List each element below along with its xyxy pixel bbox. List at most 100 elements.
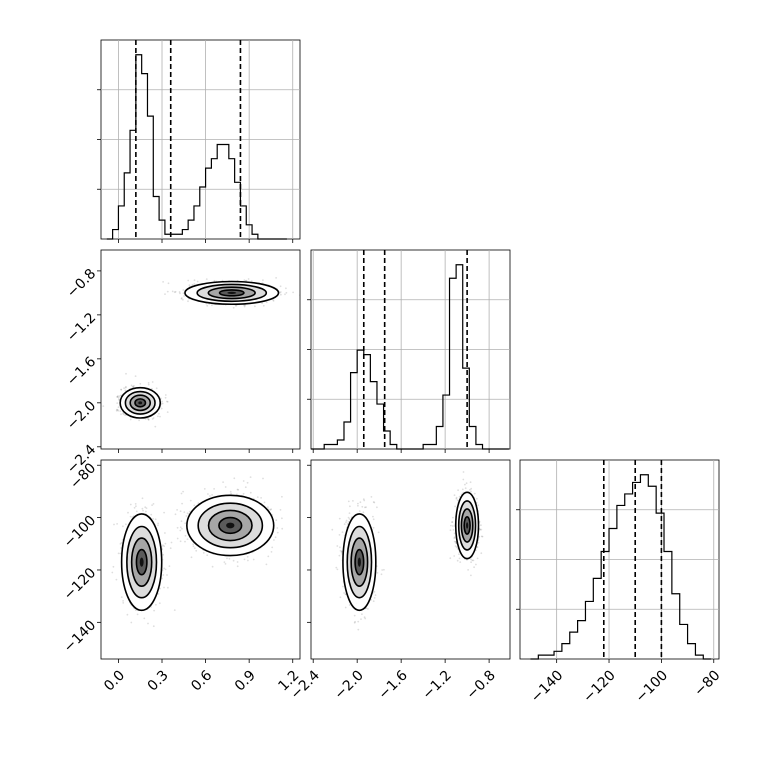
scatter-point — [120, 413, 122, 416]
scatter-point — [124, 414, 126, 416]
scatter-point — [174, 290, 177, 293]
scatter-point — [170, 541, 173, 544]
scatter-point — [341, 531, 344, 533]
scatter-point — [115, 409, 118, 412]
histogram-panel-p2 — [516, 459, 720, 660]
scatter-point — [193, 504, 196, 507]
contour-0-1 — [124, 390, 156, 415]
scatter-point — [159, 415, 161, 418]
scatter-point — [479, 528, 481, 530]
scatter-point — [147, 382, 150, 384]
scatter-point — [192, 545, 195, 548]
scatter-point — [456, 559, 459, 562]
density-fill-1-4 — [227, 291, 237, 294]
scatter-point — [157, 593, 160, 595]
scatter-point — [273, 539, 275, 541]
scatter-point — [364, 506, 366, 509]
scatter-point — [276, 527, 279, 529]
scatter-point — [166, 400, 169, 403]
scatter-point — [123, 387, 125, 390]
scatter-point — [184, 522, 187, 525]
scatter-point — [180, 520, 183, 523]
scatter-point — [117, 406, 120, 409]
scatter-point — [358, 510, 361, 512]
scatter-point — [470, 487, 473, 490]
scatter-point — [124, 389, 127, 392]
scatter-point — [233, 477, 236, 480]
scatter-point — [151, 381, 154, 383]
scatter-point — [193, 279, 196, 282]
scatter-point — [136, 613, 139, 616]
scatter-point — [184, 540, 186, 543]
scatter-point — [117, 552, 120, 555]
scatter-point — [348, 512, 351, 514]
scatter-point — [168, 565, 171, 567]
scatter-point — [246, 555, 249, 558]
scatter-point — [182, 292, 185, 295]
scatter-point — [261, 302, 263, 305]
contour-1-1 — [197, 502, 264, 549]
scatter-point — [142, 509, 144, 512]
scatter-point — [127, 511, 129, 514]
scatter-point — [116, 395, 119, 397]
scatter-point — [260, 497, 262, 499]
scatter-point — [247, 559, 249, 562]
scatter-point — [360, 618, 362, 620]
scatter-point — [139, 382, 142, 385]
scatter-point — [152, 417, 155, 419]
scatter-point — [365, 506, 367, 509]
scatter-point — [145, 507, 148, 509]
scatter-point — [122, 412, 124, 415]
scatter-point — [453, 494, 456, 497]
scatter-point — [353, 614, 356, 617]
scatter-point — [376, 506, 378, 509]
scatter-point — [343, 523, 346, 525]
scatter-point — [205, 278, 208, 280]
scatter-point — [272, 299, 274, 301]
density-panel-p1-p2 — [310, 459, 511, 660]
scatter-point — [173, 609, 176, 611]
scatter-point — [347, 500, 350, 503]
scatter-point — [361, 505, 364, 508]
histogram-step-p1 — [311, 264, 509, 450]
scatter-point — [144, 506, 147, 509]
contour-0-2 — [350, 537, 369, 588]
scatter-point — [376, 572, 379, 574]
scatter-point — [343, 592, 345, 594]
scatter-point — [242, 492, 245, 495]
scatter-point — [164, 293, 166, 295]
scatter-point — [164, 532, 166, 534]
contour-0-2 — [130, 537, 153, 588]
scatter-point — [162, 544, 164, 547]
scatter-point — [237, 488, 240, 491]
scatter-point — [173, 291, 176, 294]
axes-frame — [310, 459, 511, 660]
scatter-point — [179, 526, 182, 529]
scatter-point — [116, 396, 119, 398]
scatter-point — [134, 503, 137, 505]
scatter-point — [455, 497, 458, 500]
scatter-point — [167, 282, 170, 285]
scatter-point — [336, 568, 339, 571]
scatter-point — [281, 517, 283, 520]
scatter-point — [143, 617, 146, 620]
scatter-point — [372, 518, 375, 521]
scatter-point — [151, 504, 154, 506]
scatter-point — [129, 503, 132, 506]
scatter-point — [130, 621, 133, 624]
scatter-point — [164, 396, 167, 399]
scatter-point — [176, 509, 179, 511]
scatter-point — [209, 495, 211, 497]
scatter-point — [163, 545, 166, 548]
scatter-point — [262, 477, 264, 480]
scatter-point — [166, 411, 169, 413]
scatter-point — [150, 513, 153, 516]
scatter-point — [236, 561, 239, 563]
histogram-panel-p0 — [97, 39, 301, 240]
scatter-point — [224, 486, 227, 488]
scatter-point — [163, 511, 166, 514]
scatter-point — [363, 616, 366, 619]
scatter-point — [171, 290, 174, 293]
scatter-point — [476, 546, 479, 549]
